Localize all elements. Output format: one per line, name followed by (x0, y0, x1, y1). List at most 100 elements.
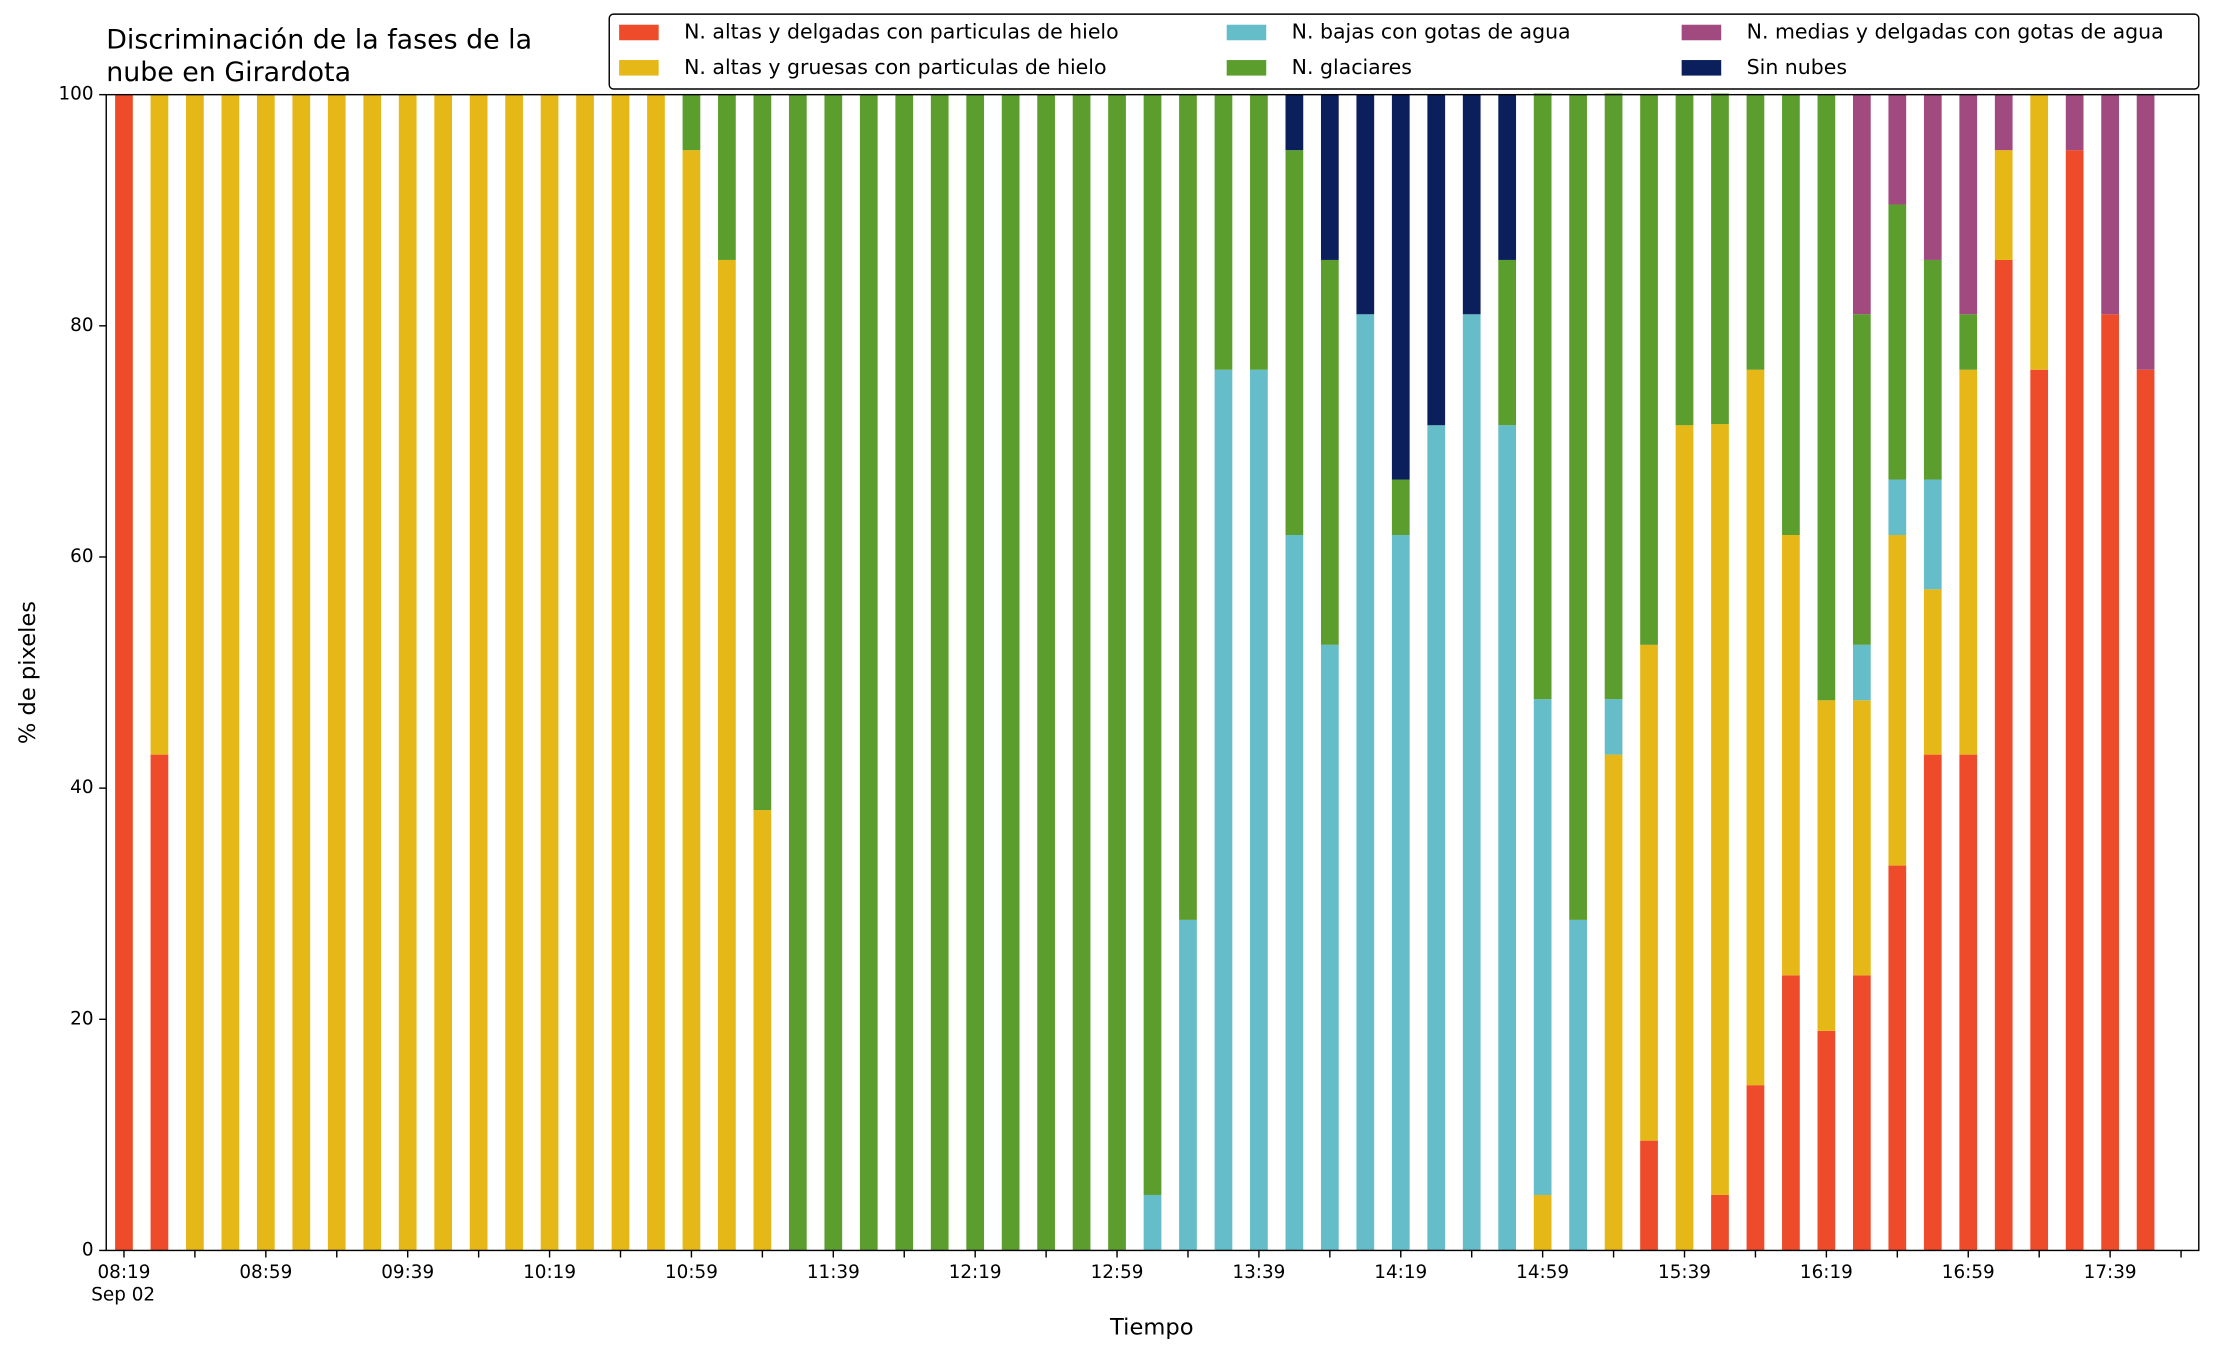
bar-segment (1852, 94, 1871, 315)
legend-swatch (1681, 60, 1722, 76)
bar-segment (718, 94, 736, 260)
bar-segment (1320, 644, 1339, 1251)
bar-segment (966, 94, 985, 1251)
bar-segment (186, 94, 204, 1251)
bar-segment (1640, 94, 1658, 645)
bar-segment (1782, 535, 1800, 976)
bar-segment (398, 94, 417, 1251)
bar-segment (1852, 314, 1871, 645)
bar-segment (753, 94, 772, 811)
bar-segment (895, 94, 914, 1251)
y-tick-label: 60 (70, 546, 93, 567)
bar-segment (327, 94, 346, 1251)
bar-segment (1604, 93, 1623, 700)
bar-segment (1746, 1085, 1765, 1251)
bar-segment (1711, 1194, 1729, 1251)
bar-segment (1675, 94, 1694, 426)
bar-segment (1356, 94, 1375, 315)
bar-segment (1852, 975, 1871, 1251)
bar-segment (1498, 425, 1517, 1251)
bar-segment (930, 94, 949, 1251)
bar-segment (1888, 479, 1907, 536)
bar-segment (1001, 94, 1020, 1251)
legend-label: N. medias y delgadas con gotas de agua (1747, 19, 2164, 43)
x-tick-label: 16:59 (1942, 1262, 1995, 1283)
bar-segment (1604, 699, 1623, 755)
bar-segment (1923, 589, 1942, 755)
bar-segment (788, 94, 807, 1251)
bar-segment (1533, 699, 1552, 1195)
chart-title: nube en Girardota (106, 57, 351, 88)
bar-segment (1923, 479, 1942, 590)
bar-segment (647, 94, 665, 1251)
bar-segment (1037, 94, 1055, 1251)
bar-segment (1640, 644, 1658, 1141)
x-tick-label: 09:39 (381, 1262, 434, 1283)
bar-segment (1462, 94, 1481, 315)
bar-segment (292, 94, 311, 1251)
bar-segment (1959, 314, 1978, 370)
bar-segment (1285, 535, 1304, 1251)
bar-segment (1852, 700, 1871, 976)
bar-segment (2136, 94, 2155, 370)
bar-segment (150, 754, 169, 1251)
bar-segment (576, 94, 594, 1251)
bar-segment (1817, 700, 1836, 1031)
bar-segment (1285, 94, 1304, 151)
legend-label: N. glaciares (1292, 55, 1412, 79)
bar-segment (1250, 369, 1268, 1251)
bar-segment (1959, 94, 1978, 315)
legend-box (608, 13, 2200, 90)
bar-segment (1888, 865, 1907, 1251)
plot-frame (105, 93, 2200, 1252)
bar-segment (363, 94, 382, 1251)
y-tick-label: 100 (58, 84, 93, 105)
bar-segment (1108, 94, 1126, 1251)
bar-segment (1923, 259, 1942, 480)
bar-segment (718, 259, 736, 1251)
legend-label: N. altas y gruesas con particulas de hie… (684, 55, 1106, 79)
bar-segment (434, 94, 453, 1251)
bar-segment (682, 150, 701, 1251)
bar-segment (1959, 754, 1978, 1251)
bar-segment (1888, 535, 1907, 866)
bar-segment (1498, 94, 1517, 260)
legend-swatch (619, 60, 659, 76)
x-tick-label: 15:39 (1658, 1262, 1711, 1283)
x-tick-label: 08:59 (239, 1262, 292, 1283)
y-axis-label: % de pixeles (15, 601, 41, 744)
x-tick-label: 17:39 (2084, 1262, 2137, 1283)
bar-segment (1923, 754, 1942, 1251)
legend-swatch (1226, 24, 1267, 41)
bar-segment (221, 94, 240, 1251)
bar-segment (1852, 644, 1871, 701)
bar-segment (540, 94, 559, 1251)
legend-swatch (1226, 60, 1267, 76)
bar-segment (2065, 94, 2084, 151)
bar-segment (2136, 369, 2155, 1251)
bar-segment (1214, 369, 1233, 1251)
bar-segment (2030, 369, 2049, 1251)
legend: N. altas y delgadas con particulas de hi… (608, 13, 2200, 90)
bar-segment (611, 94, 630, 1251)
bar-segment (1888, 204, 1907, 480)
bar-segment (1391, 479, 1410, 536)
x-tick-label: 14:59 (1516, 1262, 1569, 1283)
bar-segment (1320, 94, 1339, 260)
y-tick-label: 80 (70, 315, 93, 336)
legend-label: Sin nubes (1747, 55, 1847, 79)
y-tick-label: 40 (70, 777, 93, 798)
x-tick-label: 10:59 (665, 1262, 718, 1283)
bar-segment (1923, 94, 1942, 260)
bar-segment (1569, 94, 1587, 920)
bar-segment (1250, 94, 1268, 370)
bar-segment (2065, 150, 2084, 1251)
bar-segment (1711, 424, 1729, 1195)
bar-segment (1640, 1140, 1658, 1251)
bar-segment (1994, 259, 2013, 1251)
bar-segment (859, 94, 878, 1251)
bar-segment (505, 94, 523, 1251)
bar-segment (2030, 94, 2049, 370)
legend-swatch (1681, 24, 1722, 41)
bar-segment (1994, 150, 2013, 260)
